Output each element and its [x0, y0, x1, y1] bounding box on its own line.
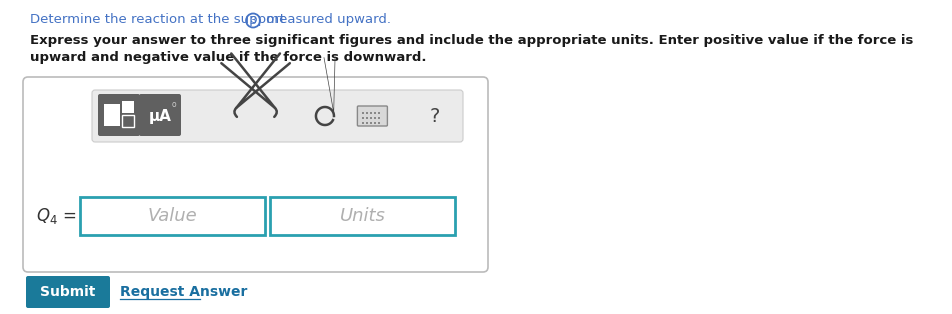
FancyBboxPatch shape: [139, 94, 181, 136]
FancyBboxPatch shape: [122, 115, 134, 127]
Text: 3: 3: [249, 15, 256, 25]
Text: Submit: Submit: [40, 285, 95, 299]
Text: μA: μA: [149, 110, 171, 124]
FancyBboxPatch shape: [92, 90, 463, 142]
FancyBboxPatch shape: [366, 112, 368, 114]
FancyBboxPatch shape: [362, 112, 364, 114]
Text: Determine the reaction at the support: Determine the reaction at the support: [30, 13, 289, 26]
FancyBboxPatch shape: [269, 197, 454, 235]
Text: Express your answer to three significant figures and include the appropriate uni: Express your answer to three significant…: [30, 34, 912, 47]
FancyBboxPatch shape: [362, 122, 364, 124]
FancyBboxPatch shape: [104, 104, 120, 126]
FancyBboxPatch shape: [374, 112, 376, 114]
Text: measured upward.: measured upward.: [262, 13, 390, 26]
Text: $Q_4$: $Q_4$: [36, 206, 58, 226]
Text: upward and negative value if the force is downward.: upward and negative value if the force i…: [30, 51, 426, 64]
FancyBboxPatch shape: [23, 77, 487, 272]
Text: o: o: [171, 100, 176, 109]
FancyBboxPatch shape: [374, 117, 376, 119]
FancyBboxPatch shape: [366, 122, 368, 124]
FancyBboxPatch shape: [98, 94, 140, 136]
Text: Value: Value: [148, 207, 197, 225]
FancyBboxPatch shape: [357, 106, 387, 126]
FancyBboxPatch shape: [80, 197, 265, 235]
Text: ?: ?: [428, 106, 439, 126]
FancyBboxPatch shape: [26, 276, 109, 308]
FancyBboxPatch shape: [362, 117, 364, 119]
FancyBboxPatch shape: [378, 117, 380, 119]
Text: Request Answer: Request Answer: [120, 285, 248, 299]
FancyBboxPatch shape: [366, 117, 368, 119]
FancyBboxPatch shape: [370, 112, 372, 114]
FancyBboxPatch shape: [378, 112, 380, 114]
Text: Units: Units: [339, 207, 385, 225]
FancyBboxPatch shape: [122, 101, 134, 113]
FancyBboxPatch shape: [370, 117, 372, 119]
FancyBboxPatch shape: [378, 122, 380, 124]
Text: =: =: [62, 207, 76, 225]
FancyBboxPatch shape: [370, 122, 372, 124]
FancyBboxPatch shape: [374, 122, 376, 124]
